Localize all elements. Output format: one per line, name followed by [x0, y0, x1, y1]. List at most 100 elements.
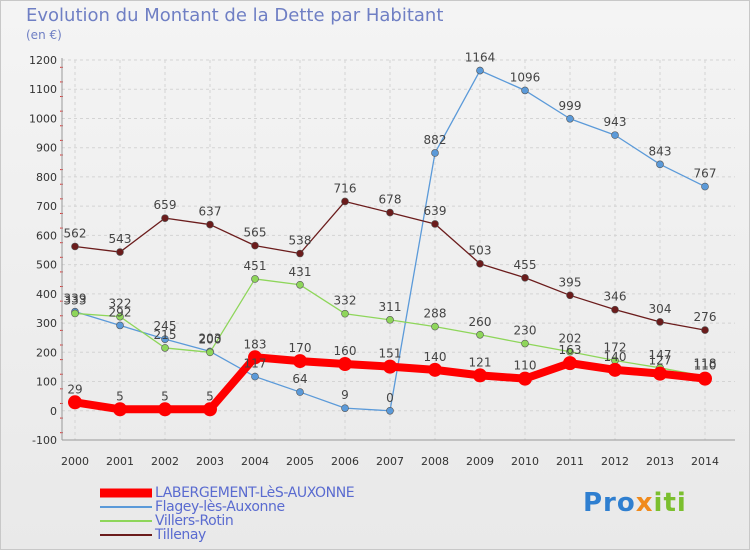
data-point [296, 388, 304, 396]
data-label: 172 [604, 340, 627, 354]
data-label: 183 [244, 337, 267, 351]
data-label: 678 [379, 193, 402, 207]
data-label: 332 [334, 294, 357, 308]
data-label: 716 [334, 181, 357, 195]
y-tick-label: 500 [36, 259, 57, 272]
data-label: 882 [424, 133, 447, 147]
proxiti-logo: Proxiti [583, 488, 687, 518]
x-tick-label: 2004 [241, 455, 269, 468]
chart-title: Evolution du Montant de la Dette par Hab… [26, 5, 444, 26]
data-label: 333 [64, 293, 87, 307]
data-point [71, 309, 79, 318]
data-point [341, 197, 349, 206]
data-point [653, 366, 667, 381]
data-label: 121 [469, 355, 492, 369]
data-point [563, 356, 577, 371]
data-point [203, 402, 217, 417]
data-label: 565 [244, 226, 267, 240]
legend-swatch [100, 506, 152, 508]
y-tick-label: 1200 [29, 54, 57, 67]
data-point [158, 402, 172, 417]
data-label: 1164 [465, 51, 496, 65]
data-label: 311 [379, 300, 402, 314]
y-tick-label: 800 [36, 171, 57, 184]
legend-swatch [100, 488, 152, 498]
data-point [248, 350, 262, 365]
data-point [476, 259, 484, 268]
data-label: 160 [334, 344, 357, 358]
legend-swatch [100, 520, 152, 522]
y-tick-label: 400 [36, 288, 57, 301]
x-tick-label: 2008 [421, 455, 449, 468]
data-point [383, 359, 397, 374]
data-point [611, 305, 619, 314]
data-label: 943 [604, 115, 627, 129]
data-label: 140 [604, 350, 627, 364]
data-point [656, 318, 664, 326]
data-point [521, 273, 529, 282]
data-point [296, 280, 304, 289]
data-label: 117 [244, 357, 267, 371]
x-tick-label: 2006 [331, 455, 359, 468]
data-label: 999 [559, 99, 582, 113]
x-tick-label: 2011 [556, 455, 584, 468]
data-label: 639 [424, 204, 447, 218]
y-tick-label: 300 [36, 317, 57, 330]
data-label: 346 [604, 290, 627, 304]
data-point [251, 241, 259, 250]
data-label: 127 [649, 354, 672, 368]
data-label: 843 [649, 144, 672, 158]
series-layer [68, 66, 712, 417]
data-label: 29 [67, 382, 82, 396]
data-point [206, 348, 214, 357]
data-label: 276 [694, 310, 717, 324]
data-point [116, 312, 124, 321]
data-label: 215 [154, 328, 177, 342]
data-label: 260 [469, 315, 492, 329]
x-tick-label: 2010 [511, 455, 539, 468]
data-label: 203 [199, 331, 222, 345]
data-point [338, 357, 352, 371]
data-point [476, 330, 484, 339]
x-tick-label: 2013 [646, 455, 674, 468]
data-label: 451 [244, 259, 267, 273]
data-label: 292 [109, 305, 132, 319]
data-point [521, 339, 529, 348]
x-tick-label: 2003 [196, 455, 224, 468]
data-label: 288 [424, 307, 447, 321]
data-point [566, 347, 574, 356]
data-point [341, 404, 349, 412]
series-0 [68, 350, 712, 417]
data-point [566, 114, 574, 123]
unit-label: (en €) [26, 28, 62, 42]
data-label: 543 [109, 232, 132, 246]
data-point [161, 335, 169, 343]
data-point [611, 131, 619, 139]
x-tick-label: 2005 [286, 455, 314, 468]
data-point [656, 160, 664, 169]
data-label: 322 [109, 297, 132, 311]
axes: -100010020030040050060070080090010001100… [29, 54, 735, 468]
data-labels: 29 5 5 5 183 170 160 151 140 121 110 163 140 127 110 33… [64, 51, 717, 405]
data-label: 147 [649, 348, 672, 362]
data-label: 0 [386, 391, 394, 405]
x-tick-label: 2009 [466, 455, 494, 468]
x-tick-label: 2002 [151, 455, 179, 468]
data-label: 562 [64, 226, 87, 240]
data-label: 202 [559, 332, 582, 346]
y-tick-label: 1000 [29, 112, 57, 125]
data-label: 431 [289, 265, 312, 279]
data-point [431, 322, 439, 331]
legend-label: Flagey-lès-Auxonne [155, 499, 285, 515]
data-point [431, 149, 439, 157]
data-label: 767 [694, 167, 717, 181]
series-3 [71, 197, 709, 334]
x-tick-label: 2000 [61, 455, 89, 468]
x-tick-label: 2012 [601, 455, 629, 468]
data-label: 200 [199, 332, 222, 346]
legend-label: LABERGEMENT-LèS-AUXONNE [155, 485, 355, 501]
x-tick-label: 2001 [106, 455, 134, 468]
data-label: 151 [379, 347, 402, 361]
data-point [161, 344, 169, 352]
